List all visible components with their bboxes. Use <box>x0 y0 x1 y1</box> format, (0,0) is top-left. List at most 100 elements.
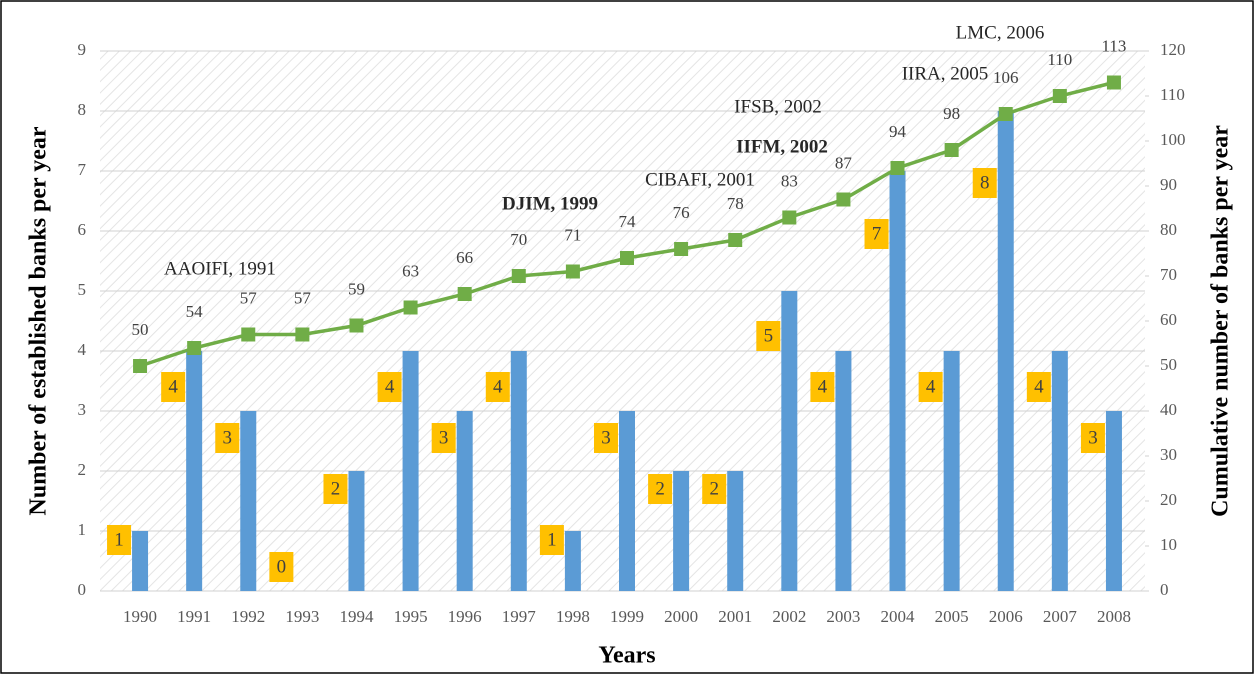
annotation: AAOIFI, 1991 <box>164 258 276 279</box>
bar <box>781 291 798 591</box>
line-marker <box>1106 75 1121 90</box>
bar-value-label: 4 <box>168 376 178 397</box>
y2-tick-label: 70 <box>1160 265 1177 284</box>
line-marker <box>944 143 959 157</box>
bar-value-label: 7 <box>872 223 882 244</box>
line-value-label: 54 <box>186 302 204 321</box>
annotation: LMC, 2006 <box>956 22 1045 43</box>
line-value-label: 106 <box>993 68 1019 87</box>
y-tick-label: 3 <box>78 400 87 419</box>
data-label-box <box>161 372 186 402</box>
y-tick-label: 1 <box>78 520 87 539</box>
bar-value-label: 1 <box>547 529 557 550</box>
bar <box>456 411 473 591</box>
bar-value-label: 4 <box>385 376 395 397</box>
y2-tick-label: 30 <box>1160 445 1177 464</box>
x-tick-label: 2008 <box>1097 607 1131 626</box>
bar-value-label: 3 <box>439 427 449 448</box>
x-tick-label: 1996 <box>448 607 482 626</box>
y-tick-label: 6 <box>78 220 87 239</box>
bar <box>240 411 257 591</box>
line-value-label: 83 <box>781 171 798 190</box>
line-value-label: 70 <box>510 230 527 249</box>
bar <box>889 171 906 591</box>
bar-value-label: 3 <box>601 427 611 448</box>
bar <box>1051 351 1068 591</box>
y2-tick-label: 110 <box>1160 85 1185 104</box>
bar-value-label: 8 <box>980 172 990 193</box>
data-label-box <box>269 552 294 582</box>
line-value-label: 59 <box>348 279 365 298</box>
x-tick-label: 2007 <box>1043 607 1078 626</box>
annotation: DJIM, 1999 <box>502 193 598 214</box>
data-label-box <box>485 372 510 402</box>
data-label-box <box>1026 372 1051 402</box>
bar-value-label: 0 <box>277 556 287 577</box>
line-marker <box>349 318 364 333</box>
bar-value-label: 2 <box>709 478 719 499</box>
line-marker <box>998 107 1013 121</box>
y2-tick-label: 80 <box>1160 220 1177 239</box>
y-axis-label: Number of established banks per year <box>26 126 52 515</box>
bar-value-label: 1 <box>114 529 124 550</box>
data-label-box <box>1080 423 1105 453</box>
line-marker <box>620 251 634 265</box>
bar <box>943 351 960 591</box>
y-tick-label: 5 <box>78 280 87 299</box>
bar-value-label: 4 <box>493 376 503 397</box>
bar <box>186 351 203 591</box>
line-marker <box>295 327 310 342</box>
line-value-label: 98 <box>943 104 960 123</box>
y2-tick-label: 90 <box>1160 175 1177 194</box>
data-label-box <box>648 474 673 504</box>
line-marker <box>457 287 472 301</box>
line-marker <box>890 161 905 175</box>
line-marker <box>403 300 418 315</box>
line-value-label: 71 <box>564 225 581 244</box>
bar <box>510 351 527 591</box>
line-value-label: 74 <box>619 212 637 231</box>
x-tick-label: 1990 <box>123 607 157 626</box>
data-label-box <box>431 423 456 453</box>
line-marker <box>674 242 689 256</box>
x-tick-label: 1992 <box>231 607 265 626</box>
x-tick-label: 1993 <box>285 607 319 626</box>
x-tick-label: 2005 <box>935 607 969 626</box>
x-tick-label: 1999 <box>610 607 644 626</box>
y2-axis-label: Cumulative number of banks per year <box>1208 125 1234 517</box>
bar-value-label: 3 <box>1088 427 1098 448</box>
annotation: IIFM, 2002 <box>736 136 828 157</box>
bar <box>727 471 744 591</box>
bar <box>348 471 365 591</box>
x-tick-label: 2002 <box>772 607 806 626</box>
x-tick-label: 2001 <box>718 607 752 626</box>
y-tick-label: 9 <box>78 40 87 59</box>
bar-value-label: 5 <box>764 325 774 346</box>
x-tick-label: 1997 <box>502 607 537 626</box>
data-label-box <box>972 168 997 198</box>
data-label-box <box>756 321 781 351</box>
bar-value-label: 3 <box>223 427 233 448</box>
data-label-box <box>377 372 402 402</box>
data-label-box <box>107 525 132 555</box>
bar-value-label: 2 <box>331 478 341 499</box>
y2-tick-label: 0 <box>1160 580 1169 599</box>
y2-tick-label: 100 <box>1160 130 1186 149</box>
y-tick-label: 7 <box>78 160 87 179</box>
line-value-label: 63 <box>402 261 419 280</box>
y-tick-label: 2 <box>78 460 87 479</box>
data-label-box <box>702 474 727 504</box>
bar <box>673 471 690 591</box>
bar-value-label: 4 <box>818 376 828 397</box>
line-value-label: 57 <box>240 288 258 307</box>
line-marker <box>511 269 526 283</box>
x-tick-label: 1995 <box>394 607 428 626</box>
y2-tick-label: 120 <box>1160 40 1186 59</box>
line-value-label: 94 <box>889 122 907 141</box>
line-marker <box>1052 89 1067 103</box>
y-tick-label: 8 <box>78 100 87 119</box>
bar <box>564 531 581 591</box>
y2-tick-label: 10 <box>1160 535 1177 554</box>
bar-value-label: 4 <box>926 376 936 397</box>
